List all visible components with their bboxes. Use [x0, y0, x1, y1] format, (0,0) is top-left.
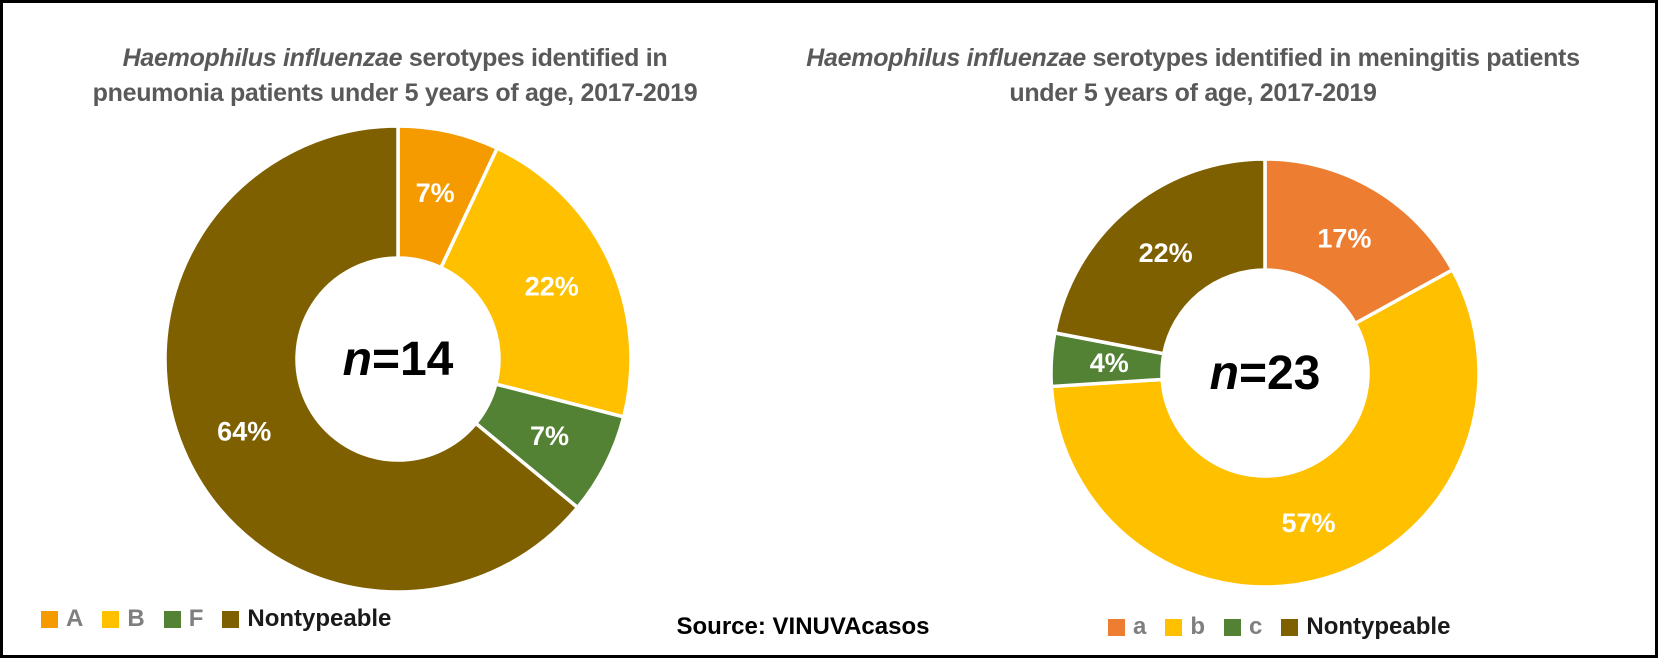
legend-swatch-icon — [1224, 618, 1242, 636]
donut-charts-svg: 7% 22% 7% 64% n=14 17% 57% 4% 22% n=23 — [163, 124, 1481, 594]
legend-item-c: c — [1224, 613, 1262, 641]
legend-swatch-icon — [1108, 618, 1125, 636]
slice-label-a: 7% — [416, 178, 455, 208]
legend-item-f: F — [163, 605, 204, 633]
legend-item-nontypeable: Nontypeable — [222, 605, 391, 633]
source-note: Source: VINUVAcasos — [676, 613, 930, 640]
legend-item-b: B — [102, 605, 145, 633]
chart-title-italic-species: Haemophilus influenzae — [806, 44, 1086, 72]
chart-title-rest: serotypes identified in meningitis patie… — [1009, 44, 1580, 107]
legend-meningitis: a b c Nontypeable — [1108, 613, 1469, 641]
donut-slice-a — [1263, 157, 1455, 326]
legend-label: F — [188, 605, 204, 632]
legend-swatch-icon — [102, 610, 120, 628]
chart-title-italic-species: Haemophilus influenzae — [122, 44, 403, 72]
donut-slice-nontypeable — [163, 124, 580, 594]
legend-label: B — [127, 605, 145, 632]
slice-label-c: 4% — [1090, 348, 1129, 378]
legend-swatch-icon — [222, 610, 240, 628]
legend-label: c — [1249, 613, 1263, 640]
legend-item-a: A — [41, 605, 83, 633]
slice-label-b: 22% — [525, 272, 579, 302]
legend-item-nontypeable: Nontypeable — [1281, 613, 1450, 641]
chart-title-meningitis: Haemophilus influenzae serotypes identif… — [793, 41, 1593, 110]
legend-label: A — [66, 605, 84, 632]
donut-slice-b — [1049, 268, 1481, 589]
chart-title-rest: serotypes identified in pneumonia patien… — [92, 44, 698, 107]
slice-label-b: 57% — [1281, 508, 1335, 538]
center-sample-size-label: n=14 — [343, 333, 454, 386]
legend-swatch-icon — [41, 610, 58, 628]
legend-item-b: b — [1165, 613, 1205, 641]
donut-slice-b — [439, 146, 633, 419]
legend-pneumonia: A B F Nontypeable — [41, 605, 410, 633]
legend-swatch-icon — [1165, 618, 1183, 636]
legend-label: a — [1133, 613, 1147, 640]
legend-label: Nontypeable — [1306, 613, 1451, 640]
legend-label: Nontypeable — [247, 605, 392, 632]
slice-label-nontypeable: 22% — [1139, 238, 1193, 268]
slice-label-a: 17% — [1317, 224, 1371, 254]
donut-slice-nontypeable — [1053, 157, 1267, 356]
slice-label-nontypeable: 64% — [217, 416, 271, 446]
chart-title-pneumonia: Haemophilus influenzae serotypes identif… — [65, 41, 725, 110]
legend-swatch-icon — [163, 610, 181, 628]
legend-label: b — [1190, 613, 1206, 640]
slice-label-f: 7% — [530, 421, 569, 451]
legend-swatch-icon — [1281, 618, 1299, 636]
center-sample-size-label: n=23 — [1210, 347, 1321, 400]
legend-item-a: a — [1108, 613, 1146, 641]
